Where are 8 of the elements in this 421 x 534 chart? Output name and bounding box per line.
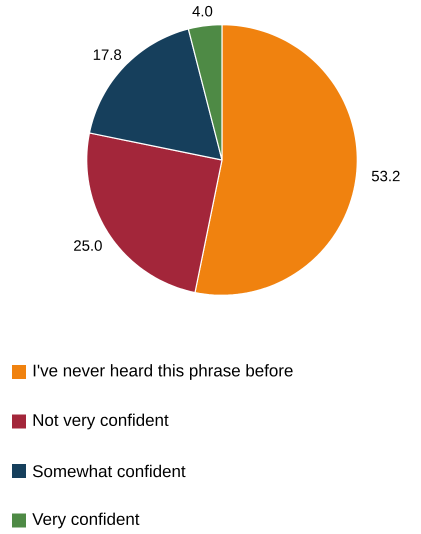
legend-label: Not very confident: [34, 414, 169, 430]
data-label: 25.0: [74, 240, 102, 251]
legend-label: I've never heard this phrase before: [34, 364, 293, 380]
data-label: 53.2: [372, 170, 400, 182]
legend-label: Somewhat confident: [32, 464, 186, 478]
legend-label: Very confident: [32, 512, 140, 528]
data-label: 4.0: [192, 6, 212, 17]
data-label: 17.8: [94, 49, 122, 60]
